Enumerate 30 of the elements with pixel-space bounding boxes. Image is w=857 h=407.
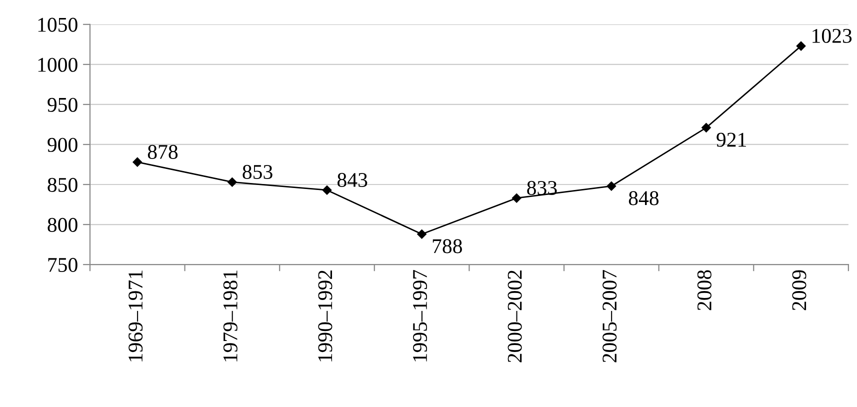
- data-label: 853: [242, 164, 272, 179]
- point: [417, 230, 426, 239]
- point: [606, 181, 616, 191]
- x-tick-label: 1969–1971: [128, 270, 143, 362]
- x-tick-label: 1979–1981: [223, 270, 238, 362]
- point: [796, 41, 806, 51]
- data-label: 878: [148, 144, 178, 159]
- y-tick-label: 1000: [38, 58, 78, 72]
- point: [132, 157, 142, 167]
- y-tick-label: 1050: [38, 18, 78, 32]
- data-label: 921: [716, 132, 746, 147]
- x-tick-label: 2005–2007: [602, 270, 617, 362]
- point: [512, 193, 522, 203]
- x-tick-label: 1995–1997: [413, 270, 428, 362]
- point: [228, 177, 237, 187]
- y-tick-label: 850: [48, 178, 78, 192]
- data-label: 788: [432, 239, 462, 254]
- point: [702, 123, 711, 132]
- y-tick-label: 800: [48, 218, 78, 232]
- x-tick-label: 2009: [792, 270, 806, 310]
- data-label: 1023: [812, 28, 852, 43]
- data-label: 843: [338, 172, 368, 187]
- data-label: 848: [628, 191, 659, 206]
- x-tick-label: 2000–2002: [508, 270, 522, 362]
- x-tick-label: 2008: [697, 270, 712, 310]
- y-tick-label: 750: [48, 258, 78, 272]
- y-tick-label: 900: [48, 138, 78, 152]
- point: [322, 185, 332, 195]
- x-tick-label: 1990–1992: [318, 270, 332, 362]
- y-tick-label: 950: [48, 98, 78, 112]
